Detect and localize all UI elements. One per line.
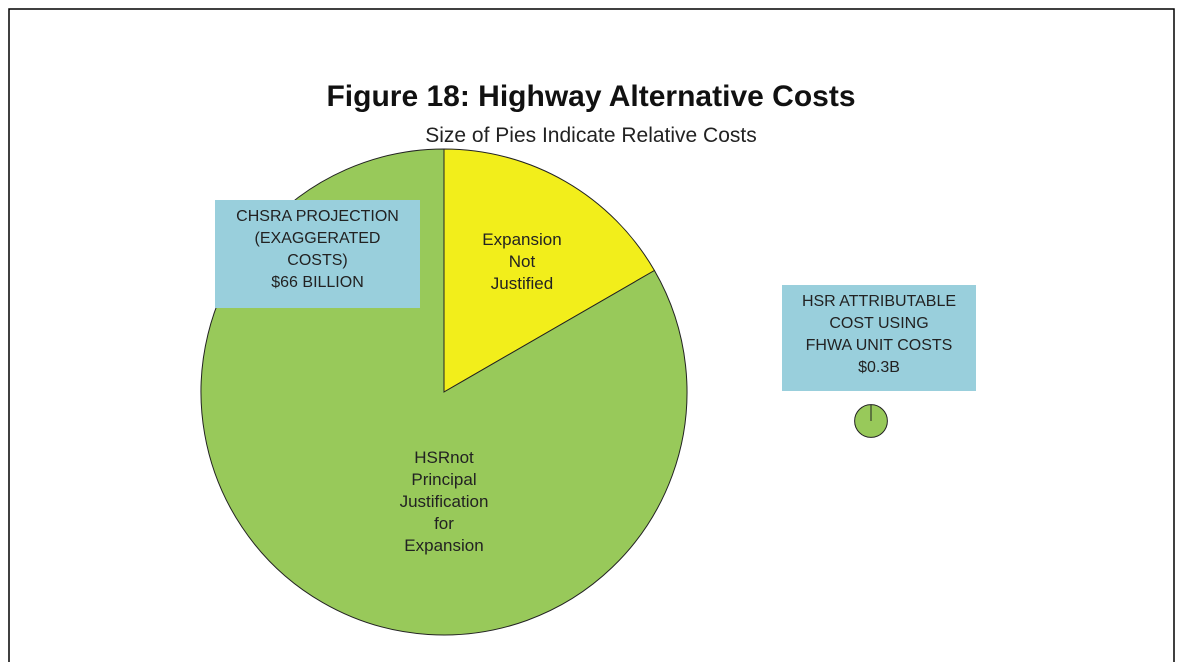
chart-subtitle: Size of Pies Indicate Relative Costs <box>425 124 757 147</box>
slice-label: HSRnot Principal Justification for Expan… <box>399 448 489 555</box>
annotation: CHSRA PROJECTION (EXAGGERATED COSTS) $66… <box>215 200 420 308</box>
annotation: HSR ATTRIBUTABLE COST USING FHWA UNIT CO… <box>782 285 976 391</box>
pie-slice <box>443 148 656 393</box>
frame <box>8 8 1175 662</box>
slice-label: Expansion Not Justified <box>482 230 562 293</box>
chart-title: Figure 18: Highway Alternative Costs <box>326 80 856 113</box>
